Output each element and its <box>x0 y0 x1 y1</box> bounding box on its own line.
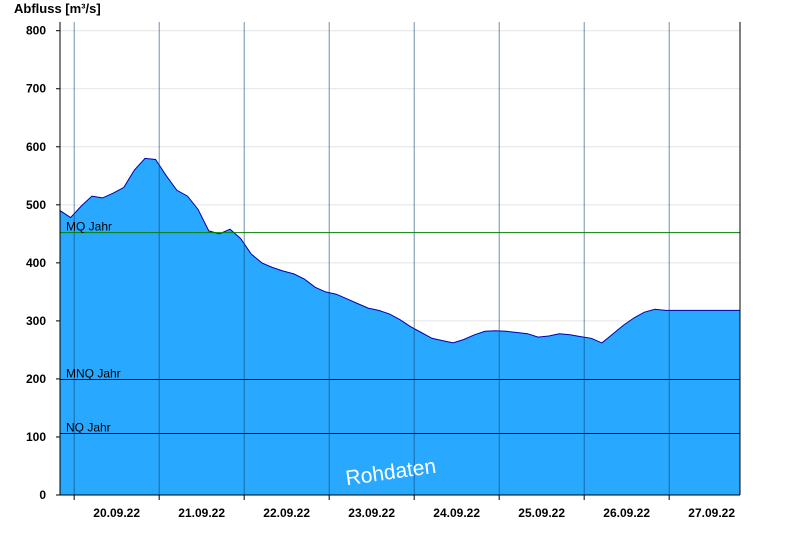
y-tick-label: 300 <box>26 314 46 328</box>
discharge-area <box>60 158 740 495</box>
y-tick-label: 0 <box>39 488 46 502</box>
y-tick-label: 600 <box>26 140 46 154</box>
reference-label: MNQ Jahr <box>66 367 121 381</box>
x-tick-label: 25.09.22 <box>518 506 565 520</box>
x-tick-label: 24.09.22 <box>433 506 480 520</box>
y-axis-ticks: 0 100 200 300 400 500 600 700 800 <box>26 24 60 502</box>
x-tick-label: 23.09.22 <box>348 506 395 520</box>
axes <box>59 22 741 496</box>
y-tick-label: 200 <box>26 372 46 386</box>
x-axis-ticks: 20.09.22 21.09.22 22.09.22 23.09.22 24.09.22… <box>73 495 735 520</box>
y-axis-label: Abfluss [m³/s] <box>14 1 101 16</box>
x-tick-label: 26.09.22 <box>603 506 650 520</box>
x-tick-label: 20.09.22 <box>93 506 140 520</box>
x-tick-label: 27.09.22 <box>688 506 735 520</box>
y-tick-label: 500 <box>26 198 46 212</box>
y-tick-label: 700 <box>26 82 46 96</box>
reference-label: MQ Jahr <box>66 220 112 234</box>
reference-label: NQ Jahr <box>66 420 111 434</box>
x-tick-label: 21.09.22 <box>178 506 225 520</box>
reference-lines: MQ Jahr MNQ Jahr NQ Jahr <box>60 220 740 434</box>
day-separators <box>73 22 670 495</box>
y-tick-label: 400 <box>26 256 46 270</box>
x-tick-label: 22.09.22 <box>263 506 310 520</box>
discharge-line <box>59 157 740 344</box>
y-tick-label: 100 <box>26 430 46 444</box>
y-tick-label: 800 <box>26 24 46 38</box>
